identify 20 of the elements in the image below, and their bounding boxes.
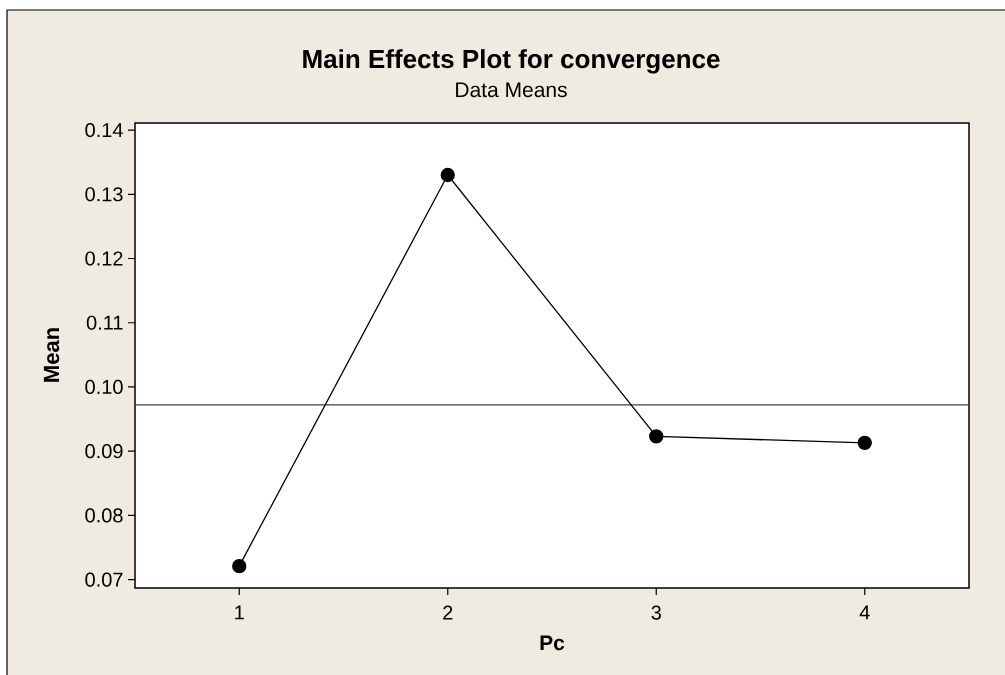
x-tick-label: 3 <box>651 605 661 620</box>
point <box>232 559 247 574</box>
x-tick-label: 1 <box>235 605 244 620</box>
y-axis-title: Mean <box>43 328 60 382</box>
y-tick-label: 0.12 <box>85 251 123 266</box>
y-tick-label: 0.14 <box>85 122 123 138</box>
x-tick-label: 4 <box>859 605 870 620</box>
x-tick-label: 2 <box>443 605 453 620</box>
y-tick-label: 0.09 <box>85 444 123 459</box>
point <box>440 167 455 183</box>
chart-title: Main Effects Plot for convergence <box>303 49 720 74</box>
y-tick-label: 0.13 <box>85 187 123 202</box>
x-axis-title: Pc <box>540 635 565 651</box>
point <box>649 429 664 444</box>
y-tick-label: 0.11 <box>86 315 123 330</box>
y-tick-label: 0.10 <box>85 379 123 395</box>
chart-subtitle: Data Means <box>456 82 567 98</box>
point <box>857 435 872 450</box>
y-tick-label: 0.08 <box>85 508 123 523</box>
y-tick-label: 0.07 <box>85 572 123 587</box>
